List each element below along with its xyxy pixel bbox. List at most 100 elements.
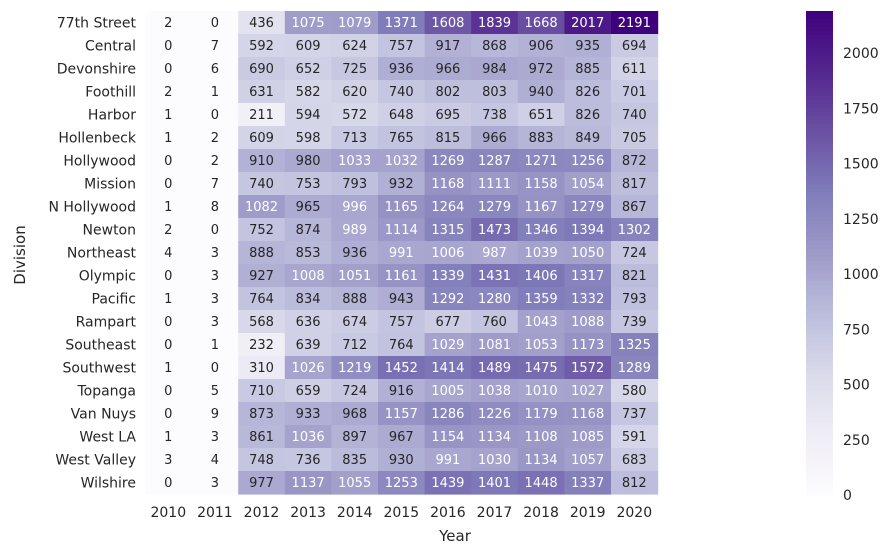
- cell-value-label: 740: [249, 177, 274, 192]
- heatmap-cell: [145, 103, 193, 127]
- division-tick-label: Pacific: [92, 292, 137, 308]
- heatmap-cell: [517, 34, 565, 58]
- colorbar-segment: [806, 87, 833, 93]
- cell-value-label: 1: [164, 361, 172, 376]
- heatmap-cell: [424, 287, 472, 311]
- cell-value-label: 943: [389, 292, 414, 307]
- division-tick-labels: 77th Street Central Devonshire Foothill Harb…: [48, 16, 136, 492]
- heatmap-cell: [238, 218, 286, 242]
- colorbar-segment: [806, 305, 833, 311]
- cell-value-label: 232: [249, 338, 274, 353]
- heatmap-cell: [564, 195, 612, 219]
- heatmap-cell: [564, 471, 612, 495]
- colorbar-tick-label: 1500: [843, 157, 879, 173]
- heatmap-cell: [517, 241, 565, 265]
- heatmap-cell: [145, 11, 193, 35]
- heatmap-cell: [331, 425, 379, 449]
- colorbar-segment: [806, 83, 833, 89]
- colorbar-segment: [806, 123, 833, 129]
- heatmap-cell: [424, 379, 472, 403]
- colorbar-segment: [806, 180, 833, 186]
- cell-value-label: 1026: [292, 361, 325, 376]
- cell-value-label: 1043: [525, 315, 558, 330]
- heatmap-cell: [564, 356, 612, 380]
- heatmap-cell: [471, 333, 519, 357]
- heatmap-cell: [564, 34, 612, 58]
- heatmap-cell: [331, 471, 379, 495]
- heatmap-cell: [284, 241, 332, 265]
- heatmap-cell: [517, 425, 565, 449]
- cell-value-label: 1287: [478, 154, 511, 169]
- colorbar-segment: [806, 454, 833, 460]
- colorbar-segment: [806, 140, 833, 145]
- cell-value-label: 867: [622, 200, 647, 215]
- colorbar-segment: [806, 148, 833, 153]
- heatmap-cell: [424, 11, 472, 35]
- cell-value-label: 1010: [525, 384, 558, 399]
- cell-value-label: 1371: [385, 16, 418, 31]
- cell-value-label: 748: [249, 453, 274, 468]
- colorbar-segment: [806, 212, 833, 218]
- colorbar-segment: [806, 325, 833, 331]
- colorbar-segment: [806, 281, 833, 286]
- cell-value-label: 1439: [431, 476, 464, 491]
- cell-value-label: 1039: [525, 246, 558, 261]
- cell-value-label: 1165: [385, 200, 418, 215]
- colorbar-segment: [806, 426, 833, 432]
- heatmap-cell: [424, 218, 472, 242]
- heatmap-cell: [517, 264, 565, 288]
- heatmap-cell: [471, 218, 519, 242]
- heatmap-cell: [611, 103, 659, 127]
- cell-value-label: 1431: [478, 269, 511, 284]
- cell-value-label: 1219: [338, 361, 371, 376]
- cell-value-label: 910: [249, 154, 274, 169]
- heatmap-cell: [238, 34, 286, 58]
- heatmap-cell: [145, 425, 193, 449]
- cell-value-label: 611: [622, 62, 647, 77]
- heatmap-cell: [611, 333, 659, 357]
- heatmap-cell: [145, 241, 193, 265]
- heatmap-cell: [331, 241, 379, 265]
- cell-value-label: 815: [435, 131, 460, 146]
- colorbar-segment: [806, 23, 833, 28]
- heatmap-cell: [331, 11, 379, 35]
- heatmap-cell: [424, 356, 472, 380]
- heatmap-cell: [471, 241, 519, 265]
- cell-value-label: 648: [389, 108, 414, 123]
- colorbar-tick-labels: 0 250 500 750 1000 1250 1500 1750 2000: [843, 46, 879, 504]
- cell-value-label: 917: [435, 39, 460, 54]
- heatmap-cell: [284, 310, 332, 334]
- heatmap-cell: [564, 172, 612, 196]
- colorbar-segment: [806, 107, 833, 113]
- heatmap-cell: [378, 264, 426, 288]
- heatmap-cell: [284, 471, 332, 495]
- colorbar-segment: [806, 236, 833, 242]
- colorbar-segment: [806, 71, 833, 77]
- heatmap-cell: [378, 310, 426, 334]
- colorbar-segment: [806, 136, 833, 141]
- cell-value-label: 3: [211, 430, 219, 445]
- colorbar-segment: [806, 240, 833, 246]
- colorbar-segment: [806, 466, 833, 472]
- colorbar-segment: [806, 43, 833, 48]
- cell-value-label: 849: [575, 131, 600, 146]
- colorbar-segment: [806, 204, 833, 210]
- colorbar-segment: [806, 160, 833, 165]
- cell-value-label: 652: [296, 62, 321, 77]
- heatmap-cell: [611, 57, 659, 81]
- colorbar-tick-label: 250: [843, 433, 870, 449]
- colorbar-segment: [806, 99, 833, 105]
- heatmap-cell: [238, 103, 286, 127]
- cell-value-label: 436: [249, 16, 274, 31]
- cell-value-label: 1: [164, 131, 172, 146]
- cell-value-label: 757: [389, 315, 414, 330]
- cell-value-label: 1114: [385, 223, 418, 238]
- heatmap-cell: [424, 80, 472, 104]
- cell-value-label: 1289: [618, 361, 651, 376]
- heatmap-cell: [424, 333, 472, 357]
- cell-value-label: 738: [482, 108, 507, 123]
- cell-value-label: 636: [296, 315, 321, 330]
- heatmap-cell: [564, 379, 612, 403]
- colorbar-segment: [806, 357, 833, 363]
- cell-value-label: 793: [342, 177, 367, 192]
